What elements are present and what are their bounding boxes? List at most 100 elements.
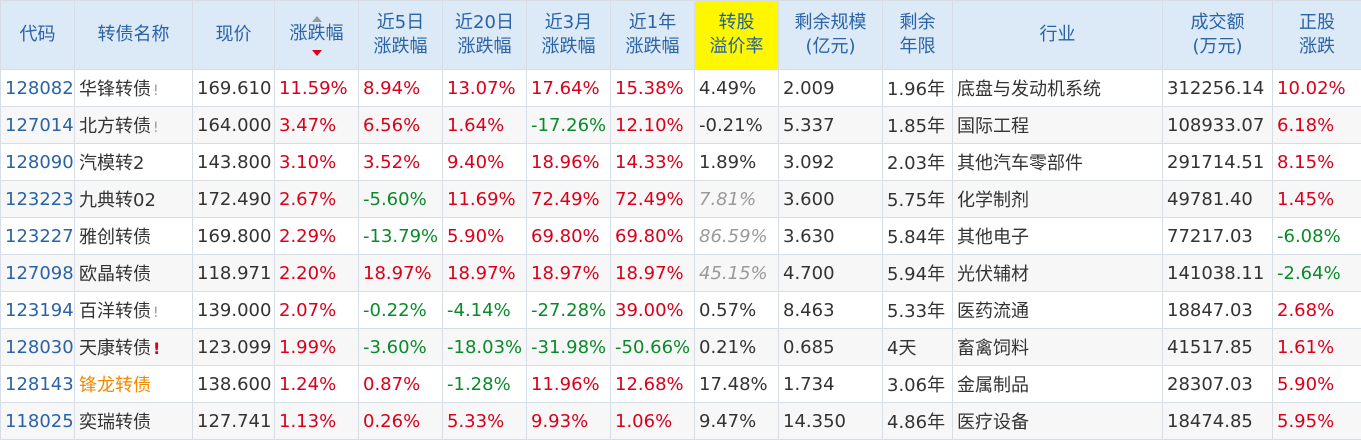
bond-name-link[interactable]: 九典转02 — [74, 180, 193, 218]
stock-change-cell: 1.61% — [1272, 328, 1361, 366]
change-20d-cell: 1.64% — [442, 106, 527, 144]
col-5d[interactable]: 近5日 涨跌幅 — [358, 0, 443, 70]
bond-name-link[interactable]: 汽模转2 — [74, 143, 193, 181]
change-5d-cell: -0.22% — [358, 291, 443, 329]
years-cell: 3.06年 — [882, 365, 953, 403]
industry-cell: 医疗设备 — [952, 402, 1163, 440]
change-cell: 2.07% — [274, 291, 359, 329]
bond-name-link[interactable]: 华锋转债! — [74, 69, 193, 107]
col-code[interactable]: 代码 — [0, 0, 75, 70]
change-3m-cell: 69.80% — [526, 217, 611, 255]
col-1y[interactable]: 近1年 涨跌幅 — [610, 0, 695, 70]
stock-change-cell: 10.02% — [1272, 69, 1361, 107]
warning-mark-icon: ! — [153, 305, 159, 321]
bond-name-link[interactable]: 北方转债! — [74, 106, 193, 144]
premium-cell: 9.47% — [694, 402, 779, 440]
col-3m[interactable]: 近3月 涨跌幅 — [526, 0, 611, 70]
bond-name-link[interactable]: 天康转债! — [74, 328, 193, 366]
table-row[interactable]: 128030 天康转债! 123.099 1.99% -3.60% -18.03% -31.… — [0, 328, 1361, 366]
col-premium[interactable]: 转股 溢价率 — [694, 0, 779, 70]
change-cell: 2.20% — [274, 254, 359, 292]
table-row[interactable]: 127098 欧晶转债 118.971 2.20% 18.97% 18.97% 18.97%… — [0, 254, 1361, 292]
years-cell: 5.75年 — [882, 180, 953, 218]
col-stock-change[interactable]: 正股 涨跌 — [1272, 0, 1361, 70]
size-cell: 2.009 — [778, 69, 883, 107]
price-cell: 127.741 — [192, 402, 275, 440]
price-cell: 143.800 — [192, 143, 275, 181]
table-row[interactable]: 128090 汽模转2 143.800 3.10% 3.52% 9.40% 18.96% 14… — [0, 143, 1361, 181]
bond-name-link[interactable]: 雅创转债 — [74, 217, 193, 255]
bond-name: 百洋转债 — [79, 301, 151, 322]
change-5d-cell: -5.60% — [358, 180, 443, 218]
change-3m-cell: -17.26% — [526, 106, 611, 144]
bond-name: 天康转债 — [79, 338, 151, 359]
bond-name: 奕瑞转债 — [79, 412, 151, 433]
industry-cell: 金属制品 — [952, 365, 1163, 403]
change-20d-cell: 5.33% — [442, 402, 527, 440]
bond-name: 欧晶转债 — [79, 264, 151, 285]
change-20d-cell: 11.69% — [442, 180, 527, 218]
change-1y-cell: -50.66% — [610, 328, 695, 366]
table-row[interactable]: 128143 锋龙转债 138.600 1.24% 0.87% -1.28% 11.96% 1… — [0, 365, 1361, 403]
size-cell: 3.600 — [778, 180, 883, 218]
years-cell: 5.33年 — [882, 291, 953, 329]
price-cell: 139.000 — [192, 291, 275, 329]
change-3m-cell: 72.49% — [526, 180, 611, 218]
table-body: 128082 华锋转债! 169.610 11.59% 8.94% 13.07% 17.64… — [0, 69, 1361, 440]
col-price[interactable]: 现价 — [192, 0, 275, 70]
bond-code-link[interactable]: 128030 — [0, 328, 75, 366]
premium-cell: 45.15% — [694, 254, 779, 292]
col-amount[interactable]: 成交额 (万元) — [1162, 0, 1273, 70]
table-row[interactable]: 118025 奕瑞转债 127.741 1.13% 0.26% 5.33% 9.93% 1.0… — [0, 402, 1361, 440]
industry-cell: 国际工程 — [952, 106, 1163, 144]
bond-code-link[interactable]: 127014 — [0, 106, 75, 144]
premium-cell: 0.21% — [694, 328, 779, 366]
table-row[interactable]: 123227 雅创转债 169.800 2.29% -13.79% 5.90% 69.80%… — [0, 217, 1361, 255]
years-cell: 4天 — [882, 328, 953, 366]
table-row[interactable]: 128082 华锋转债! 169.610 11.59% 8.94% 13.07% 17.64… — [0, 69, 1361, 107]
bond-name-link[interactable]: 奕瑞转债 — [74, 402, 193, 440]
change-3m-cell: 9.93% — [526, 402, 611, 440]
table-row[interactable]: 123223 九典转02 172.490 2.67% -5.60% 11.69% 72.49… — [0, 180, 1361, 218]
table-row[interactable]: 127014 北方转债! 164.000 3.47% 6.56% 1.64% -17.26%… — [0, 106, 1361, 144]
col-name[interactable]: 转债名称 — [74, 0, 193, 70]
premium-cell: 0.57% — [694, 291, 779, 329]
years-cell: 5.94年 — [882, 254, 953, 292]
change-20d-cell: -18.03% — [442, 328, 527, 366]
bond-name-link[interactable]: 欧晶转债 — [74, 254, 193, 292]
bond-code-link[interactable]: 123223 — [0, 180, 75, 218]
premium-cell: -0.21% — [694, 106, 779, 144]
bond-code-link[interactable]: 123194 — [0, 291, 75, 329]
col-years[interactable]: 剩余 年限 — [882, 0, 953, 70]
change-cell: 11.59% — [274, 69, 359, 107]
bond-code-link[interactable]: 128143 — [0, 365, 75, 403]
stock-change-cell: 2.68% — [1272, 291, 1361, 329]
price-cell: 118.971 — [192, 254, 275, 292]
bond-code-link[interactable]: 127098 — [0, 254, 75, 292]
bond-name: 汽模转2 — [79, 153, 145, 174]
bond-name-link[interactable]: 百洋转债! — [74, 291, 193, 329]
col-change[interactable]: 涨跌幅 — [274, 0, 359, 70]
bond-code-link[interactable]: 128090 — [0, 143, 75, 181]
col-20d[interactable]: 近20日 涨跌幅 — [442, 0, 527, 70]
col-industry[interactable]: 行业 — [952, 0, 1163, 70]
bond-code-link[interactable]: 128082 — [0, 69, 75, 107]
premium-cell: 86.59% — [694, 217, 779, 255]
change-5d-cell: -3.60% — [358, 328, 443, 366]
bond-code-link[interactable]: 123227 — [0, 217, 75, 255]
bond-name-link[interactable]: 锋龙转债 — [74, 365, 193, 403]
change-1y-cell: 39.00% — [610, 291, 695, 329]
sort-desc-icon — [311, 50, 322, 56]
change-5d-cell: 0.26% — [358, 402, 443, 440]
stock-change-cell: 6.18% — [1272, 106, 1361, 144]
bond-code-link[interactable]: 118025 — [0, 402, 75, 440]
col-size[interactable]: 剩余规模 (亿元) — [778, 0, 883, 70]
price-cell: 169.610 — [192, 69, 275, 107]
size-cell: 4.700 — [778, 254, 883, 292]
change-1y-cell: 12.68% — [610, 365, 695, 403]
years-cell: 5.84年 — [882, 217, 953, 255]
change-5d-cell: 8.94% — [358, 69, 443, 107]
industry-cell: 医药流通 — [952, 291, 1163, 329]
table-row[interactable]: 123194 百洋转债! 139.000 2.07% -0.22% -4.14% -27.2… — [0, 291, 1361, 329]
premium-cell: 4.49% — [694, 69, 779, 107]
